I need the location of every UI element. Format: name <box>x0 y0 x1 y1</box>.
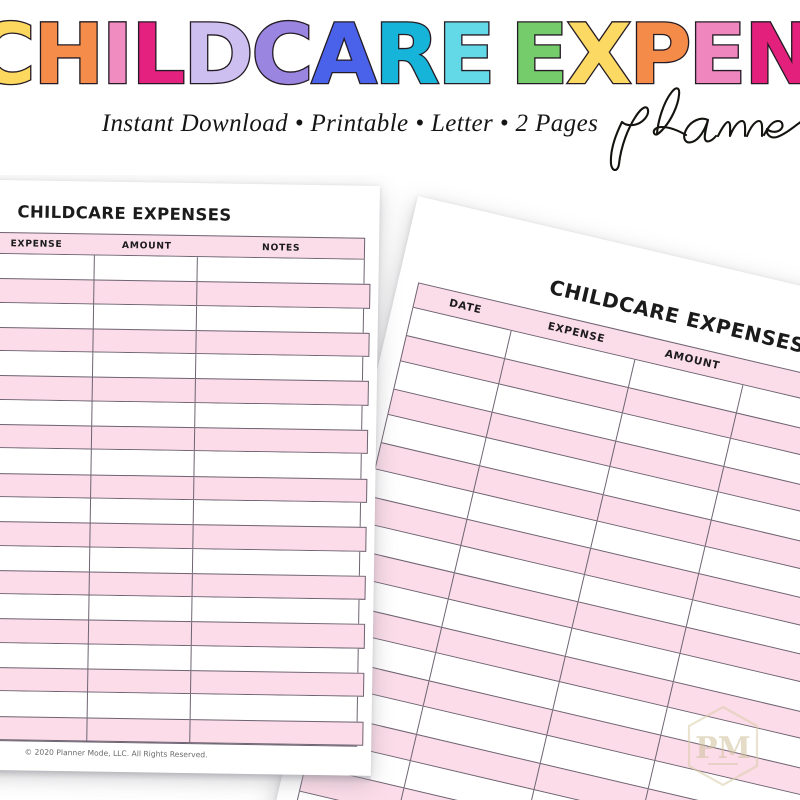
page-1-footer: © 2020 Planner Mode, LLC. All Rights Res… <box>24 747 208 760</box>
hero-title-letter: R <box>373 6 441 103</box>
table-cell-exp[interactable] <box>0 327 94 352</box>
table-cell-exp[interactable] <box>0 690 89 718</box>
hero-title-letter: D <box>182 6 255 103</box>
table-cell-amt[interactable] <box>87 718 192 743</box>
table-cell-amt[interactable] <box>89 572 194 597</box>
table-cell-amt[interactable] <box>89 595 193 622</box>
table-cell-notes[interactable] <box>192 646 358 673</box>
table-cell-notes[interactable] <box>193 574 365 599</box>
table-cell-exp[interactable] <box>0 399 93 426</box>
table-cell-notes[interactable] <box>195 428 367 453</box>
table-cell-notes[interactable] <box>194 477 366 502</box>
table-cell-exp[interactable] <box>0 496 92 523</box>
table-cell-amt[interactable] <box>92 401 196 428</box>
hero-title-letter: A <box>310 6 378 103</box>
table-cell-amt[interactable] <box>88 620 193 645</box>
table-cell-amt[interactable] <box>93 304 198 331</box>
page-1-col-header-amount: AMOUNT <box>121 239 172 252</box>
table-cell-notes[interactable] <box>193 549 359 576</box>
table-cell-amt[interactable] <box>90 547 194 573</box>
table-cell-notes[interactable] <box>195 452 361 479</box>
planner-script-word <box>600 78 800 174</box>
table-cell-exp[interactable] <box>0 545 91 572</box>
table-cell-exp[interactable] <box>0 642 89 669</box>
printable-page-1[interactable]: CHILDCARE EXPENSES DATE EXPENSE AMOUNT N… <box>0 177 380 784</box>
hero-title-letter: P <box>628 6 693 103</box>
table-cell-notes[interactable] <box>191 720 363 745</box>
hero-title-letter: C <box>250 6 315 103</box>
table-cell-notes[interactable] <box>194 525 366 550</box>
hero-title-letter: H <box>32 6 106 103</box>
hero-title-letter: C <box>0 10 37 99</box>
table-cell-exp[interactable] <box>0 570 91 595</box>
table-cell-amt[interactable] <box>94 255 199 282</box>
table-cell-notes[interactable] <box>198 257 364 284</box>
table-cell-exp[interactable] <box>0 424 93 449</box>
table-cell-exp[interactable] <box>0 593 90 620</box>
table-cell-amt[interactable] <box>90 523 195 548</box>
table-cell-notes[interactable] <box>197 306 363 333</box>
hero-title-letter: E <box>688 6 748 103</box>
table-cell-amt[interactable] <box>92 378 197 402</box>
table-cell-exp[interactable] <box>0 521 91 547</box>
table-cell-amt[interactable] <box>91 475 195 500</box>
page-1-col-header-expense: EXPENSE <box>10 237 63 250</box>
table-cell-notes[interactable] <box>193 597 359 624</box>
table-cell-amt[interactable] <box>94 280 198 305</box>
hero-title-letter: I <box>101 6 135 103</box>
page-1-edge-shadow <box>0 767 371 784</box>
table-cell-notes[interactable] <box>191 671 363 696</box>
hero-title-letter: E <box>509 6 569 103</box>
page-1-table-body <box>0 252 371 746</box>
table-cell-amt[interactable] <box>93 352 197 379</box>
table-cell-amt[interactable] <box>93 329 198 354</box>
hero-title-letter: L <box>130 6 187 103</box>
table-cell-exp[interactable] <box>0 619 90 644</box>
table-cell-exp[interactable] <box>0 278 95 304</box>
table-cell-exp[interactable] <box>0 253 96 280</box>
hero-subtitle: Instant Download • Printable • Letter • … <box>101 110 599 137</box>
table-cell-notes[interactable] <box>196 354 362 381</box>
table-cell-notes[interactable] <box>197 331 369 356</box>
page-1-title: CHILDCARE EXPENSES <box>17 202 232 225</box>
table-cell-exp[interactable] <box>0 350 94 378</box>
table-cell-notes[interactable] <box>191 694 357 721</box>
hero-title-letter: N <box>743 10 800 99</box>
hero-title-letter: E <box>436 6 496 103</box>
hero-title: CHILDCARE EXPENSE <box>0 6 800 103</box>
table-cell-notes[interactable] <box>196 380 368 405</box>
table-cell-notes[interactable] <box>192 623 364 648</box>
table-cell-notes[interactable] <box>198 282 370 307</box>
table-cell-amt[interactable] <box>92 426 196 451</box>
table-cell-amt[interactable] <box>88 644 193 671</box>
table-cell-amt[interactable] <box>88 669 192 694</box>
table-cell-exp[interactable] <box>0 473 92 498</box>
page-1-col-header-notes: NOTES <box>262 241 301 254</box>
table-cell-exp[interactable] <box>0 716 88 741</box>
table-cell-exp[interactable] <box>0 448 93 475</box>
hero-title-letter: X <box>565 6 633 103</box>
table-cell-amt[interactable] <box>91 449 196 476</box>
table-cell-amt[interactable] <box>90 498 195 525</box>
table-cell-exp[interactable] <box>0 667 89 692</box>
table-cell-exp[interactable] <box>0 302 95 329</box>
table-cell-exp[interactable] <box>0 376 94 401</box>
table-cell-notes[interactable] <box>196 403 362 430</box>
page-1-expense-table: DATE EXPENSE AMOUNT NOTES <box>0 230 371 747</box>
table-cell-amt[interactable] <box>87 692 192 719</box>
table-cell-notes[interactable] <box>194 500 360 527</box>
hero-banner: CHILDCARE EXPENSE Instant Download • Pri… <box>0 0 800 175</box>
